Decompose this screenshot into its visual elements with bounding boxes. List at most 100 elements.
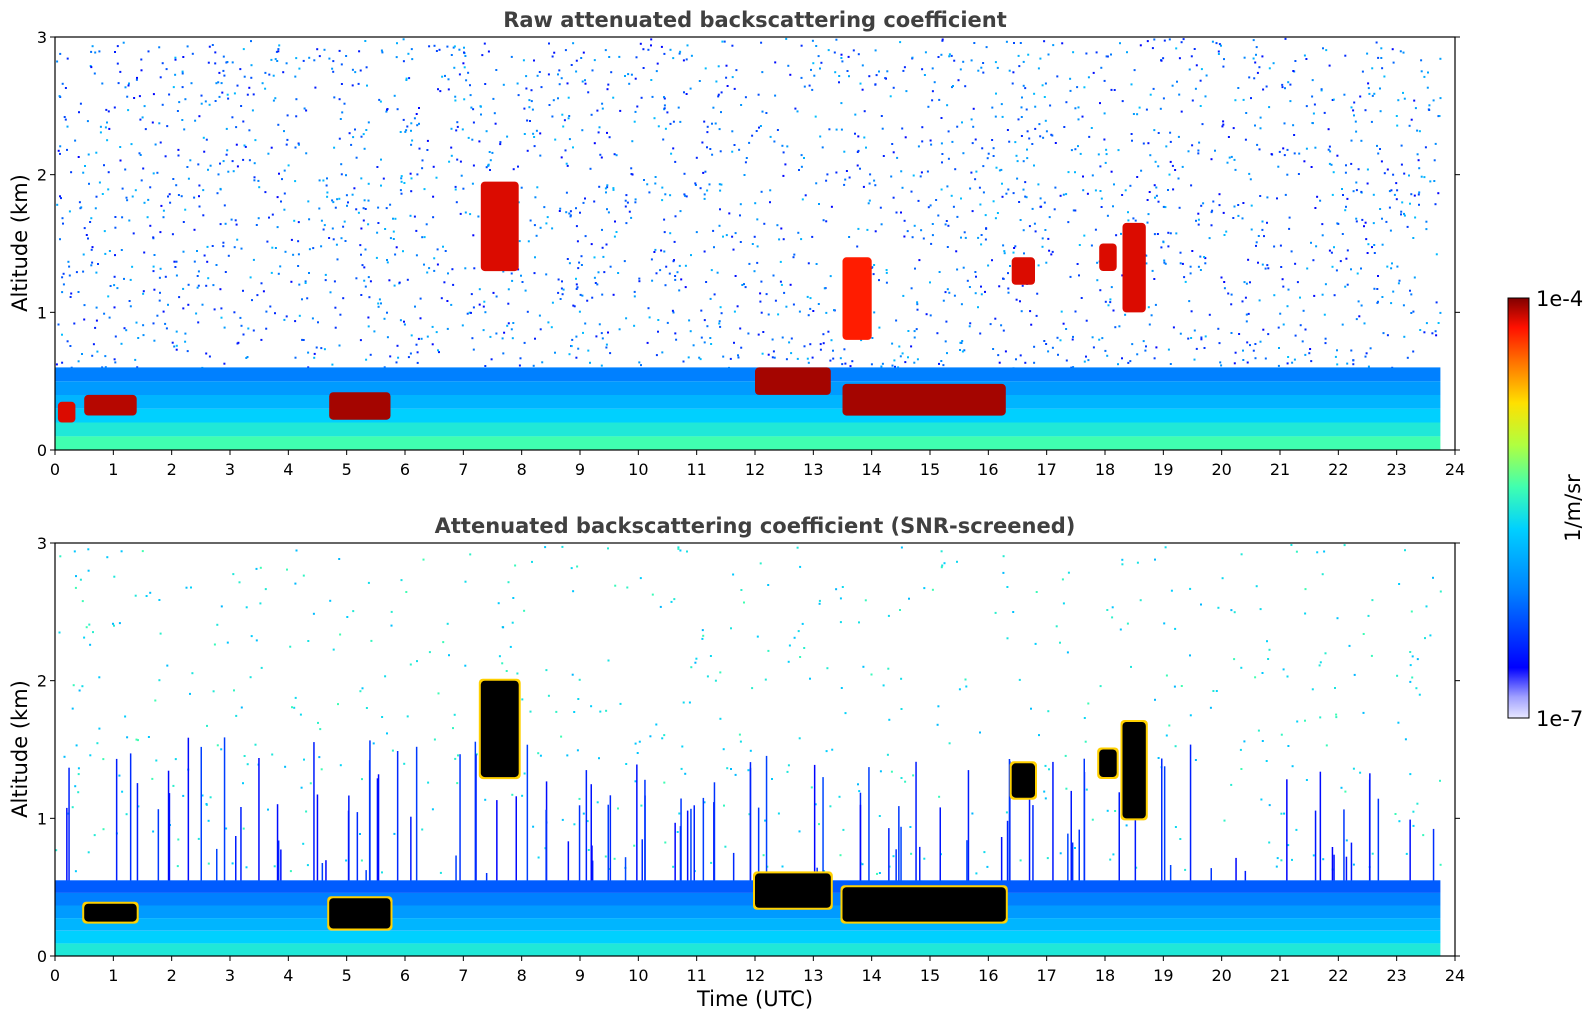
- noise-mark: [1417, 159, 1420, 162]
- noise-mark: [1106, 609, 1109, 611]
- noise-mark: [300, 786, 303, 789]
- noise-mark: [838, 795, 841, 798]
- noise-mark: [936, 723, 939, 726]
- noise-mark: [624, 75, 626, 77]
- noise-mark: [88, 623, 91, 626]
- noise-mark: [1064, 754, 1067, 757]
- noise-mark: [196, 286, 199, 289]
- noise-mark: [1047, 237, 1050, 240]
- noise-mark: [972, 107, 975, 110]
- noise-mark: [694, 182, 697, 185]
- noise-mark: [754, 202, 757, 205]
- noise-mark: [159, 231, 162, 234]
- noise-mark: [152, 830, 155, 833]
- noise-mark: [243, 75, 246, 78]
- noise-mark: [1048, 768, 1050, 771]
- signal-streak: [396, 751, 399, 888]
- noise-mark: [689, 87, 692, 90]
- noise-mark: [223, 362, 226, 365]
- noise-mark: [1048, 249, 1051, 252]
- noise-mark: [1398, 820, 1401, 823]
- noise-mark: [1002, 244, 1005, 247]
- noise-mark: [554, 351, 556, 354]
- noise-mark: [561, 113, 564, 116]
- noise-mark: [633, 295, 636, 298]
- noise-mark: [600, 332, 603, 335]
- noise-mark: [1174, 169, 1177, 171]
- noise-mark: [267, 808, 269, 811]
- noise-mark: [1065, 359, 1068, 362]
- noise-mark: [565, 191, 568, 194]
- noise-mark: [113, 575, 116, 578]
- x-tick-label: 1: [108, 460, 118, 479]
- noise-mark: [1003, 252, 1006, 255]
- noise-mark: [1047, 350, 1050, 353]
- noise-mark: [956, 268, 959, 271]
- noise-mark: [1189, 714, 1192, 717]
- noise-mark: [493, 112, 496, 115]
- noise-mark: [181, 70, 184, 73]
- noise-mark: [1191, 144, 1194, 147]
- noise-mark: [719, 671, 722, 674]
- noise-mark: [446, 622, 449, 625]
- noise-mark: [1135, 866, 1138, 869]
- noise-mark: [1310, 241, 1312, 244]
- noise-mark: [938, 271, 941, 273]
- noise-mark: [871, 337, 874, 339]
- noise-mark: [604, 49, 607, 52]
- noise-mark: [1061, 578, 1064, 581]
- noise-mark: [950, 194, 953, 197]
- noise-mark: [670, 600, 673, 603]
- noise-mark: [1222, 65, 1225, 68]
- noise-mark: [423, 236, 426, 239]
- noise-mark: [85, 626, 88, 629]
- noise-mark: [1083, 234, 1086, 237]
- noise-mark: [959, 341, 962, 344]
- signal-streak: [200, 746, 202, 888]
- noise-mark: [203, 150, 206, 153]
- noise-mark: [106, 121, 108, 124]
- noise-mark: [625, 317, 628, 320]
- noise-mark: [242, 333, 245, 336]
- noise-mark: [1077, 145, 1079, 148]
- noise-mark: [815, 263, 818, 265]
- noise-mark: [1012, 192, 1015, 195]
- noise-mark: [573, 823, 576, 826]
- noise-mark: [512, 322, 515, 324]
- signal-streak: [496, 800, 498, 888]
- noise-mark: [1160, 59, 1163, 62]
- noise-mark: [452, 727, 454, 730]
- noise-mark: [433, 257, 436, 260]
- noise-mark: [1431, 332, 1434, 335]
- noise-mark: [1022, 188, 1025, 191]
- signal-streak: [757, 807, 760, 888]
- noise-mark: [1044, 797, 1047, 800]
- noise-mark: [208, 355, 211, 358]
- noise-mark: [1208, 237, 1211, 240]
- noise-mark: [1424, 146, 1427, 149]
- signal-streak: [607, 804, 609, 888]
- x-tick-label: 0: [50, 460, 60, 479]
- noise-mark: [1376, 144, 1378, 147]
- noise-mark: [868, 199, 871, 202]
- noise-mark: [733, 144, 736, 146]
- noise-mark: [1291, 858, 1293, 861]
- noise-mark: [1065, 787, 1068, 790]
- noise-mark: [318, 207, 321, 210]
- noise-mark: [1304, 353, 1307, 356]
- noise-mark: [1033, 222, 1036, 225]
- noise-mark: [1253, 77, 1256, 80]
- noise-mark: [1299, 324, 1302, 327]
- noise-mark: [1243, 56, 1246, 59]
- noise-mark: [142, 292, 145, 295]
- noise-mark: [633, 290, 636, 293]
- noise-mark: [526, 119, 529, 122]
- noise-mark: [975, 170, 978, 173]
- noise-mark: [1227, 136, 1230, 138]
- noise-mark: [118, 774, 121, 777]
- noise-mark: [222, 160, 225, 163]
- noise-mark: [432, 216, 435, 219]
- signal-streak: [690, 808, 692, 888]
- noise-mark: [1223, 234, 1226, 236]
- noise-mark: [1397, 282, 1400, 285]
